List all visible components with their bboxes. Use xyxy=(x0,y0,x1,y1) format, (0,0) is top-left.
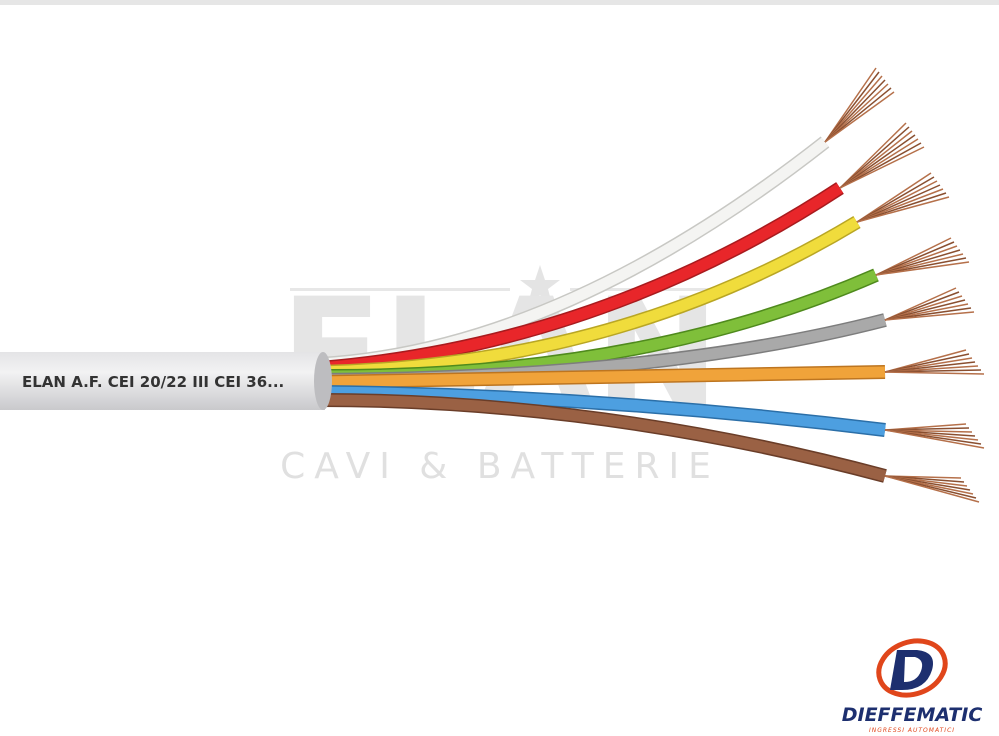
wire xyxy=(319,394,887,482)
wire xyxy=(319,217,860,378)
copper-strand xyxy=(839,146,925,189)
wires xyxy=(319,67,985,503)
copper-strand xyxy=(839,134,916,189)
copper-strand xyxy=(824,79,886,143)
wire xyxy=(319,386,886,436)
logo-name: DIEFFEMATIC xyxy=(842,704,983,726)
copper-strand xyxy=(875,261,970,276)
copper-strand xyxy=(856,196,950,223)
copper-strand xyxy=(839,122,907,189)
copper-strand xyxy=(884,291,960,321)
copper-strand xyxy=(856,188,944,223)
copper-strand xyxy=(824,71,880,143)
copper-strand xyxy=(884,287,957,321)
watermark-tagline: CAVI & BATTERIE xyxy=(280,446,720,487)
copper-strand xyxy=(839,126,910,189)
copper-strand xyxy=(856,172,932,223)
copper-strand xyxy=(875,241,955,276)
copper-strand xyxy=(856,184,941,223)
jacket-end xyxy=(314,352,332,410)
copper-strand xyxy=(884,429,985,449)
logo-tagline: INGRESSI AUTOMATICI xyxy=(869,727,955,734)
copper-strand xyxy=(856,176,935,223)
copper-strand xyxy=(824,67,877,143)
copper-strand xyxy=(884,349,967,373)
copper-strand xyxy=(856,192,947,223)
cable-print: ELAN A.F. CEI 20/22 III CEI 36... xyxy=(22,373,284,391)
top-bar xyxy=(0,0,999,5)
wire xyxy=(319,366,886,388)
cable-jacket xyxy=(0,352,325,410)
copper-strand xyxy=(884,371,985,375)
copper-strand xyxy=(884,475,980,503)
copper-strand xyxy=(875,249,961,276)
logo: DIEFFEMATIC INGRESSI AUTOMATICI xyxy=(842,638,983,734)
copper-strand xyxy=(824,75,883,143)
copper-strand xyxy=(839,130,913,189)
copper-strand xyxy=(824,87,892,143)
wire xyxy=(319,183,844,374)
copper-strand xyxy=(884,311,975,321)
copper-strand xyxy=(856,180,938,223)
copper-strand xyxy=(839,138,919,189)
copper-strand xyxy=(884,295,963,321)
copper-strand xyxy=(839,142,922,189)
copper-strand xyxy=(824,83,889,143)
copper-strand xyxy=(875,237,952,276)
copper-strand xyxy=(824,91,895,143)
copper-strand xyxy=(875,245,958,276)
